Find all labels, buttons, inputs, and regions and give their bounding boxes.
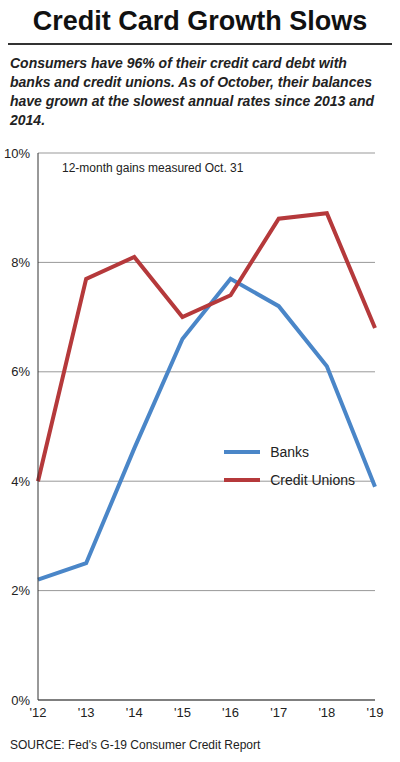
html-text:SOURCE: Fed's G-19 Consumer Cr: SOURCE: Fed's G-19 Consumer Credit Repor… xyxy=(10,738,261,752)
svg-text:'18: '18 xyxy=(318,705,335,720)
svg-text:'14: '14 xyxy=(126,705,143,720)
svg-text:10%: 10% xyxy=(8,146,30,161)
svg-text:'19: '19 xyxy=(367,705,384,720)
html-text:Credit Card Growth Slows: Credit Card Growth Slows xyxy=(32,6,368,36)
svg-text:0%: 0% xyxy=(11,693,30,708)
html-text:Banks: Banks xyxy=(270,444,310,460)
svg-text:'15: '15 xyxy=(174,705,191,720)
svg-text:8%: 8% xyxy=(11,255,30,270)
svg-text:'12: '12 xyxy=(30,705,47,720)
svg-text:'17: '17 xyxy=(270,705,287,720)
svg-text:2%: 2% xyxy=(11,583,30,598)
svg-text:4%: 4% xyxy=(11,474,30,489)
svg-text:'16: '16 xyxy=(222,705,239,720)
svg-text:6%: 6% xyxy=(11,364,30,379)
html-text:Credit Unions: Credit Unions xyxy=(270,472,355,488)
svg-text:'13: '13 xyxy=(78,705,95,720)
html-text:12-month gains measured Oct. 3: 12-month gains measured Oct. 31 xyxy=(62,161,244,175)
html-text:Consumers have 96% of their cr: Consumers have 96% of their credit card … xyxy=(10,55,375,128)
